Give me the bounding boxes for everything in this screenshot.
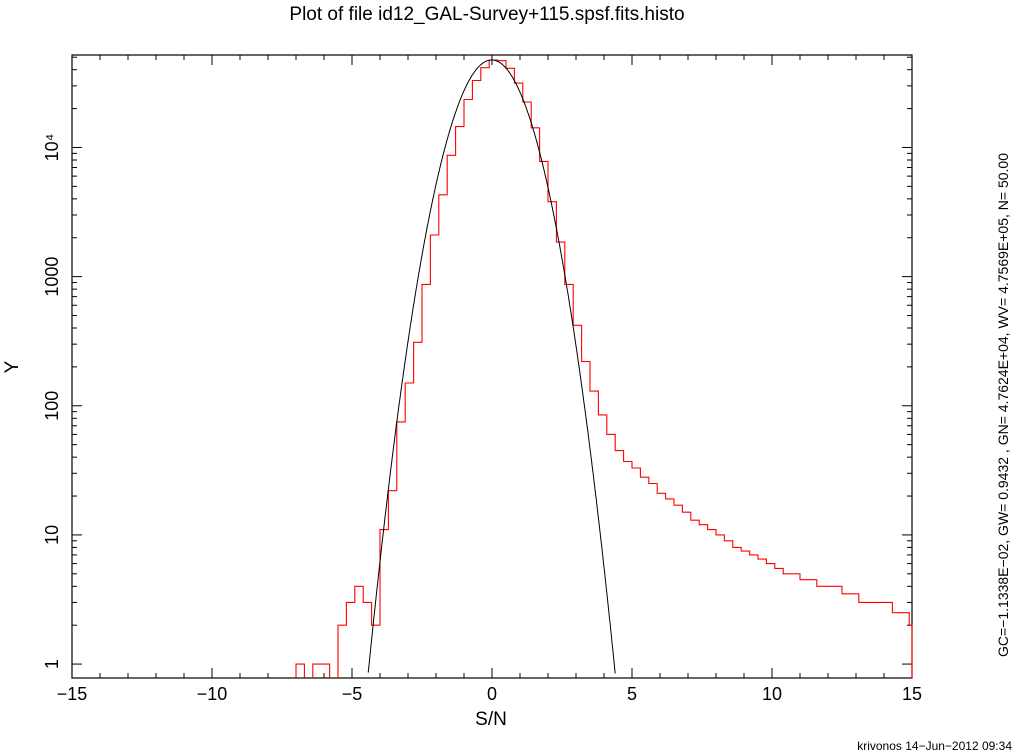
chart-title: Plot of file id12_GAL-Survey+115.spsf.fi…	[289, 4, 684, 25]
x-tick-label: −5	[342, 684, 363, 704]
y-tick-label: 1	[42, 659, 62, 669]
histogram-series	[295, 59, 913, 678]
y-tick-labels: 1 10 100 1000 10⁴	[42, 134, 62, 669]
fit-parameters-annotation: GC=−1.1338E−02, GW= 0.9432 , GN= 4.7624E…	[995, 153, 1011, 657]
plot-frame	[71, 54, 913, 679]
series-layer	[295, 59, 913, 678]
x-tick-label: 10	[762, 684, 782, 704]
x-tick-label: 0	[487, 684, 497, 704]
y-tick-label: 100	[42, 391, 62, 421]
y-tick-label: 1000	[42, 257, 62, 297]
y-tick-label: 10⁴	[42, 134, 62, 162]
x-axis-label: S/N	[475, 709, 507, 730]
x-tick-label: −15	[57, 684, 88, 704]
x-tick-label: −10	[197, 684, 228, 704]
axis-ticks	[71, 55, 913, 678]
y-axis-label: Y	[2, 360, 23, 373]
author-timestamp: krivonos 14−Jun−2012 09:34	[857, 739, 1012, 753]
gaussian-fit-curve	[367, 59, 616, 674]
x-tick-labels: −15 −10 −5 0 5 10 15	[57, 684, 922, 704]
x-tick-label: 15	[902, 684, 922, 704]
x-tick-label: 5	[627, 684, 637, 704]
y-tick-label: 10	[42, 525, 62, 545]
